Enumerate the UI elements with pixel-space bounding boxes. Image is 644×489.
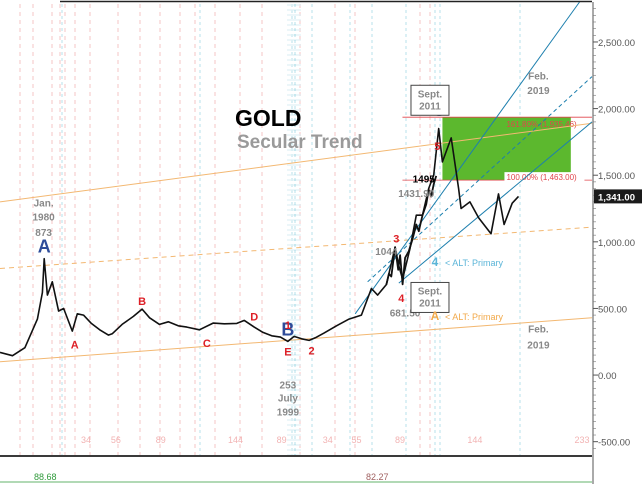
annotation-3: 253	[280, 380, 297, 391]
y-tick-label-1: 2,000.00	[598, 105, 635, 116]
alt-label-text-1: < ALT: Primary	[445, 312, 504, 322]
boxed-label-line-0-0: Sept.	[418, 89, 443, 100]
boxed-label-line-1-1: 2011	[419, 298, 441, 309]
boxed-label-line-1-0: Sept.	[418, 286, 443, 297]
annotation-2: 873	[35, 228, 52, 239]
fib-100-label: 100.00% (1,463.00)	[506, 173, 577, 182]
wave-label-9: 2	[309, 345, 315, 357]
cycle-number-0: 34	[81, 435, 91, 445]
alt-label-num-0: 4	[432, 255, 439, 269]
wave-label-7: E	[284, 347, 291, 359]
cycle-number-4: 89	[277, 435, 287, 445]
cycle-number-5: 34	[323, 435, 333, 445]
alt-label-num-1: A	[431, 309, 440, 323]
annotation-11: 2019	[527, 86, 550, 97]
wave-label-5: C	[203, 338, 211, 350]
annotation-0: Jan.	[34, 199, 54, 210]
cycle-number-7: 89	[395, 435, 405, 445]
wave-label-11: 4	[398, 293, 405, 305]
trend-channel-5	[398, 121, 593, 284]
y-tick-label-5: 0.00	[598, 371, 617, 382]
trend-channel-4	[367, 76, 593, 283]
wave-detail-series	[385, 175, 438, 286]
boxed-label-line-0-1: 2011	[419, 101, 441, 112]
wave-label-12: 5	[434, 141, 440, 153]
price-series-0	[0, 127, 520, 357]
fibonacci-target-zone	[442, 117, 571, 181]
y-tick-label-0: 2,500.00	[598, 38, 635, 49]
cycle-number-8: 144	[467, 435, 482, 445]
indicator-value-left: 88.68	[34, 472, 57, 482]
chart-subtitle: Secular Trend	[237, 132, 363, 153]
panel-divider	[0, 455, 592, 457]
wave-label-3: A	[71, 339, 79, 351]
annotation-8: 1431.90	[398, 189, 435, 200]
cycle-number-1: 56	[111, 435, 121, 445]
fib-161-label: 161.80% (1,935.46)	[506, 120, 577, 129]
alt-label-text-0: < ALT: Primary	[445, 258, 504, 268]
wave-label-4: B	[138, 296, 146, 308]
wave-label-6: D	[250, 311, 258, 323]
last-price-label: 1,341.00	[598, 192, 635, 203]
cycle-number-9: 233	[575, 435, 590, 445]
annotation-9: 1495	[413, 175, 436, 186]
wave-label-10: 3	[393, 233, 399, 245]
cycle-number-6: 55	[351, 435, 361, 445]
trend-channel-0	[0, 317, 593, 363]
wave-label-0: A	[38, 237, 51, 257]
trend-channel-1	[0, 122, 593, 203]
cycle-number-3: 144	[228, 435, 243, 445]
annotation-5: 1999	[277, 408, 300, 419]
chart-title: GOLD	[235, 105, 301, 131]
annotation-6: 1044	[375, 247, 398, 258]
fib-100-label-bg	[504, 172, 585, 183]
wave-label-1: B	[281, 319, 294, 339]
annotation-10: Feb.	[528, 71, 549, 82]
annotation-7: 681.50	[390, 308, 421, 319]
indicator-value-right: 82.27	[366, 472, 389, 482]
annotation-12: Feb.	[528, 324, 549, 335]
cycle-number-2: 89	[156, 435, 166, 445]
y-tick-label-6: -500.00	[598, 438, 630, 449]
y-tick-label-2: 1,500.00	[598, 171, 635, 182]
y-tick-label-4: 500.00	[598, 304, 627, 315]
annotation-1: 1980	[32, 213, 55, 224]
wave-label-8: 1	[285, 320, 291, 332]
y-tick-label-3: 1,000.00	[598, 238, 635, 249]
annotation-13: 2019	[527, 340, 550, 351]
last-price-badge	[594, 189, 642, 204]
annotation-4: July	[278, 394, 298, 405]
trend-channel-2	[0, 226, 593, 269]
boxed-label-frame-0	[410, 84, 450, 116]
boxed-label-frame-1	[410, 281, 450, 313]
